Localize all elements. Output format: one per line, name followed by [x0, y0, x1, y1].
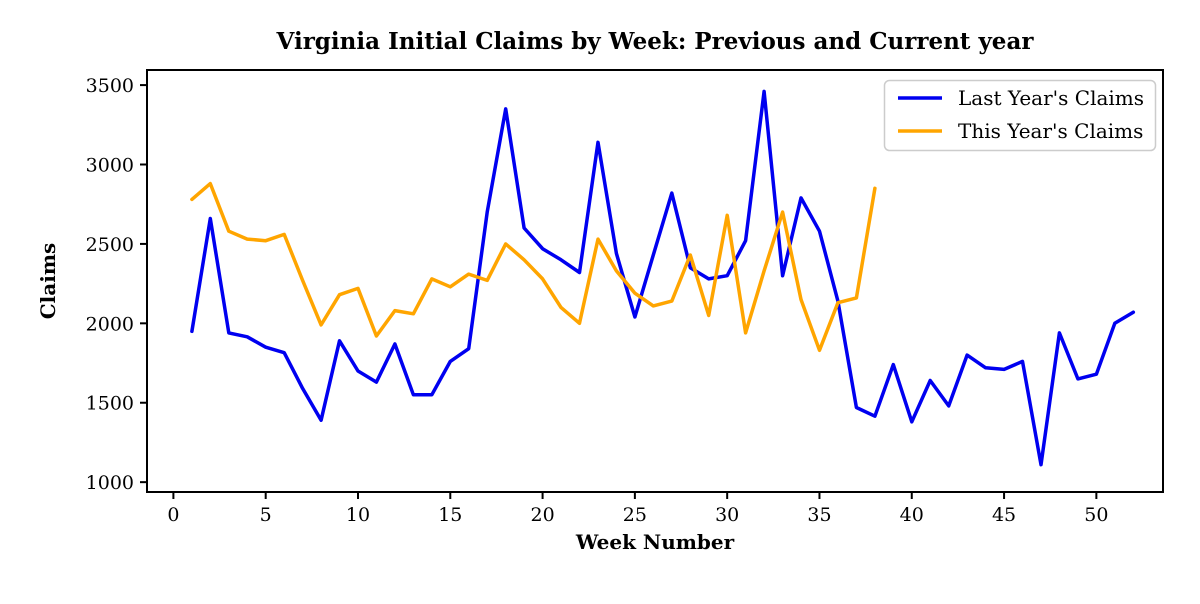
x-tick-label: 50	[1084, 504, 1108, 526]
legend-box	[883, 79, 1157, 152]
y-tick-label: 2000	[86, 313, 134, 335]
x-tick-label: 40	[900, 504, 924, 526]
legend: Last Year's Claims This Year's Claims	[883, 79, 1157, 152]
x-tick-label: 20	[530, 504, 554, 526]
y-axis-label: Claims	[36, 243, 60, 320]
x-tick-label: 5	[260, 504, 272, 526]
y-tick-label: 1000	[86, 472, 134, 494]
series-line-this-year	[190, 181, 877, 353]
x-tick-label: 0	[167, 504, 179, 526]
x-tick-label: 10	[346, 504, 370, 526]
legend-label-last-year: Last Year's Claims	[958, 86, 1144, 110]
axis-ticks: 0 5 10 15 20 25 30 35 40 45 50 1000 1500 2000 2500 3000…	[86, 75, 1109, 526]
x-tick-label: 35	[807, 504, 831, 526]
x-tick-label: 15	[438, 504, 462, 526]
x-tick-label: 30	[715, 504, 739, 526]
y-tick-label: 1500	[86, 393, 134, 415]
axes-spines	[146, 69, 1164, 493]
y-tick-label: 3500	[86, 75, 134, 97]
chart-title: Virginia Initial Claims by Week: Previou…	[276, 28, 1035, 55]
x-tick-label: 45	[992, 504, 1016, 526]
data-series	[190, 89, 1136, 467]
series-line-last-year	[190, 89, 1136, 467]
y-tick-label: 3000	[86, 155, 134, 177]
legend-label-this-year: This Year's Claims	[958, 119, 1143, 143]
x-axis-label: Week Number	[575, 530, 735, 554]
y-tick-label: 2500	[86, 234, 134, 256]
x-tick-label: 25	[623, 504, 647, 526]
